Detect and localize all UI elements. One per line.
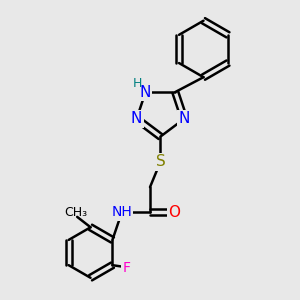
Text: N: N (131, 111, 142, 126)
Text: N: N (140, 85, 151, 100)
Text: N: N (178, 111, 190, 126)
Text: S: S (155, 154, 165, 169)
Text: CH₃: CH₃ (64, 206, 87, 219)
Text: O: O (168, 205, 180, 220)
Text: H: H (133, 77, 142, 90)
Text: NH: NH (111, 206, 132, 219)
Text: F: F (122, 261, 130, 275)
